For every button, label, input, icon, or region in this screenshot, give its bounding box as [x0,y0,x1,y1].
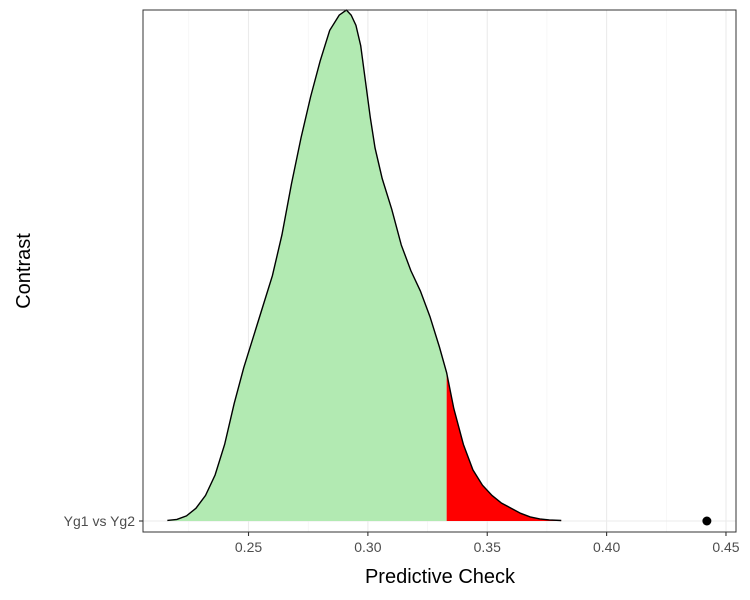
x-tick-label-3: 0.40 [593,539,620,555]
x-tick-label-1: 0.30 [354,539,381,555]
observed-point-layer [702,516,712,526]
density-fill-below-threshold [167,10,447,521]
axis-ticks: 0.25 0.30 0.35 0.40 0.45 Yg1 vs Yg2 [64,513,740,555]
observed-point [702,516,712,526]
x-tick-label-2: 0.35 [474,539,501,555]
x-tick-label-0: 0.25 [235,539,262,555]
density-layer [167,9,562,522]
x-axis-title: Predictive Check [365,566,516,588]
x-tick-label-4: 0.45 [712,539,739,555]
y-tick-label-0: Yg1 vs Yg2 [64,513,136,529]
density-outline [167,9,562,522]
density-fill-above-threshold [446,372,562,521]
y-axis-title: Contrast [13,233,35,309]
panel-border [142,9,737,533]
